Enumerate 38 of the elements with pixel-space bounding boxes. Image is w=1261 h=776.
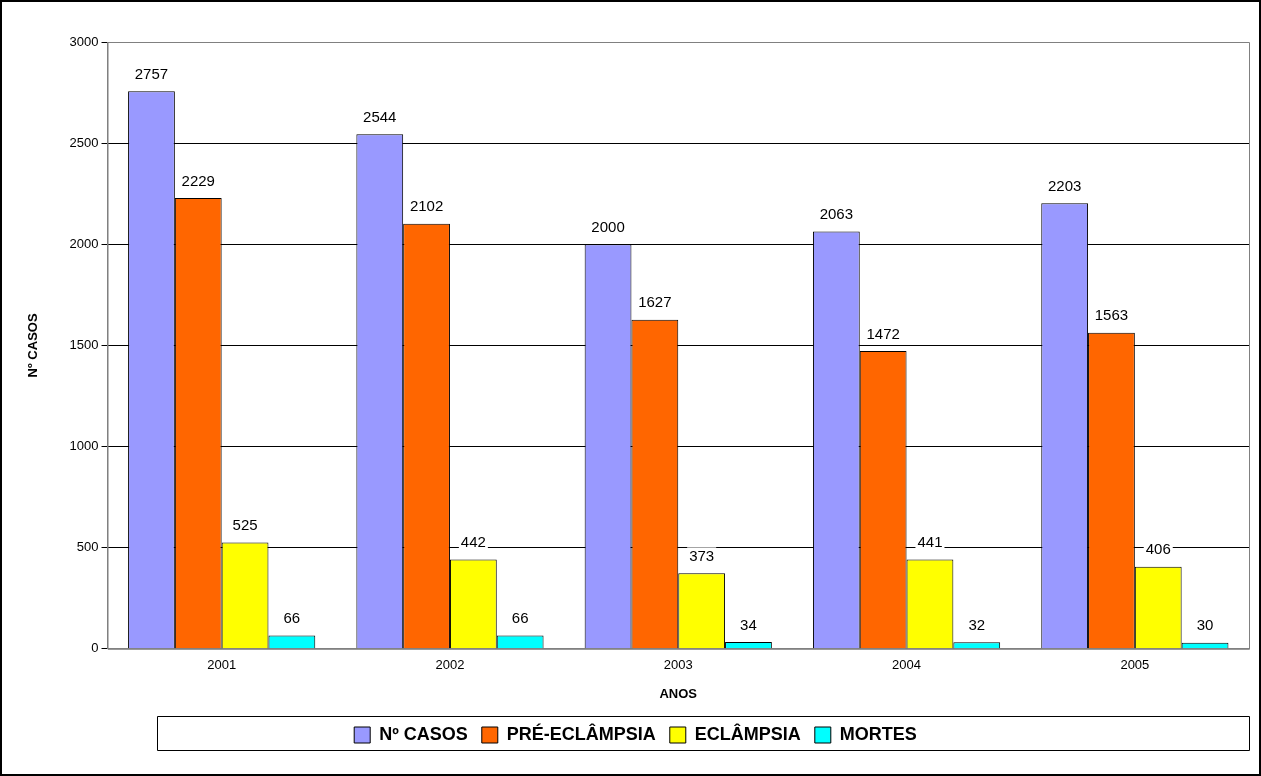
y-tick-label: 1500 xyxy=(69,336,99,352)
data-label: 1627 xyxy=(638,293,672,311)
legend-label: MORTES xyxy=(839,723,917,744)
data-label: 2102 xyxy=(409,197,444,215)
data-label: 525 xyxy=(232,516,258,534)
x-tick-label: 2001 xyxy=(207,657,237,673)
data-label: 373 xyxy=(689,547,715,564)
data-label: 2203 xyxy=(1047,176,1082,194)
legend-label: PRÉ-ECLÂMPSIA xyxy=(506,722,656,744)
x-tick-label: 2004 xyxy=(892,657,922,673)
data-label: 66 xyxy=(511,609,529,627)
data-label: 2544 xyxy=(363,107,397,125)
y-tick-label: 2500 xyxy=(69,134,99,150)
x-tick-label: 2003 xyxy=(663,657,693,673)
data-label: 32 xyxy=(968,615,986,633)
data-label: 34 xyxy=(740,615,757,633)
data-label: 1563 xyxy=(1094,306,1129,324)
y-tick-label: 2000 xyxy=(69,235,99,251)
data-label: 441 xyxy=(917,533,943,551)
x-tick-label: 2005 xyxy=(1120,657,1150,673)
x-axis-title: ANOS xyxy=(659,685,698,701)
y-tick-label: 0 xyxy=(91,640,99,656)
data-label: 2757 xyxy=(134,64,169,82)
y-tick-label: 500 xyxy=(76,539,99,555)
y-tick-label: 1000 xyxy=(69,438,99,454)
legend-label: ECLÂMPSIA xyxy=(694,722,801,744)
data-label: 2063 xyxy=(819,205,854,223)
data-label: 30 xyxy=(1196,616,1214,634)
y-tick-label: 3000 xyxy=(69,33,99,49)
data-label: 1472 xyxy=(866,324,900,342)
data-label: 2229 xyxy=(181,171,215,189)
data-label: 442 xyxy=(460,533,486,551)
legend-label: Nº CASOS xyxy=(379,723,468,744)
x-tick-label: 2002 xyxy=(435,657,465,673)
data-label: 2000 xyxy=(591,217,625,235)
data-label: 66 xyxy=(283,609,301,627)
data-label: 406 xyxy=(1145,540,1171,558)
y-axis-title: Nº CASOS xyxy=(25,313,41,378)
